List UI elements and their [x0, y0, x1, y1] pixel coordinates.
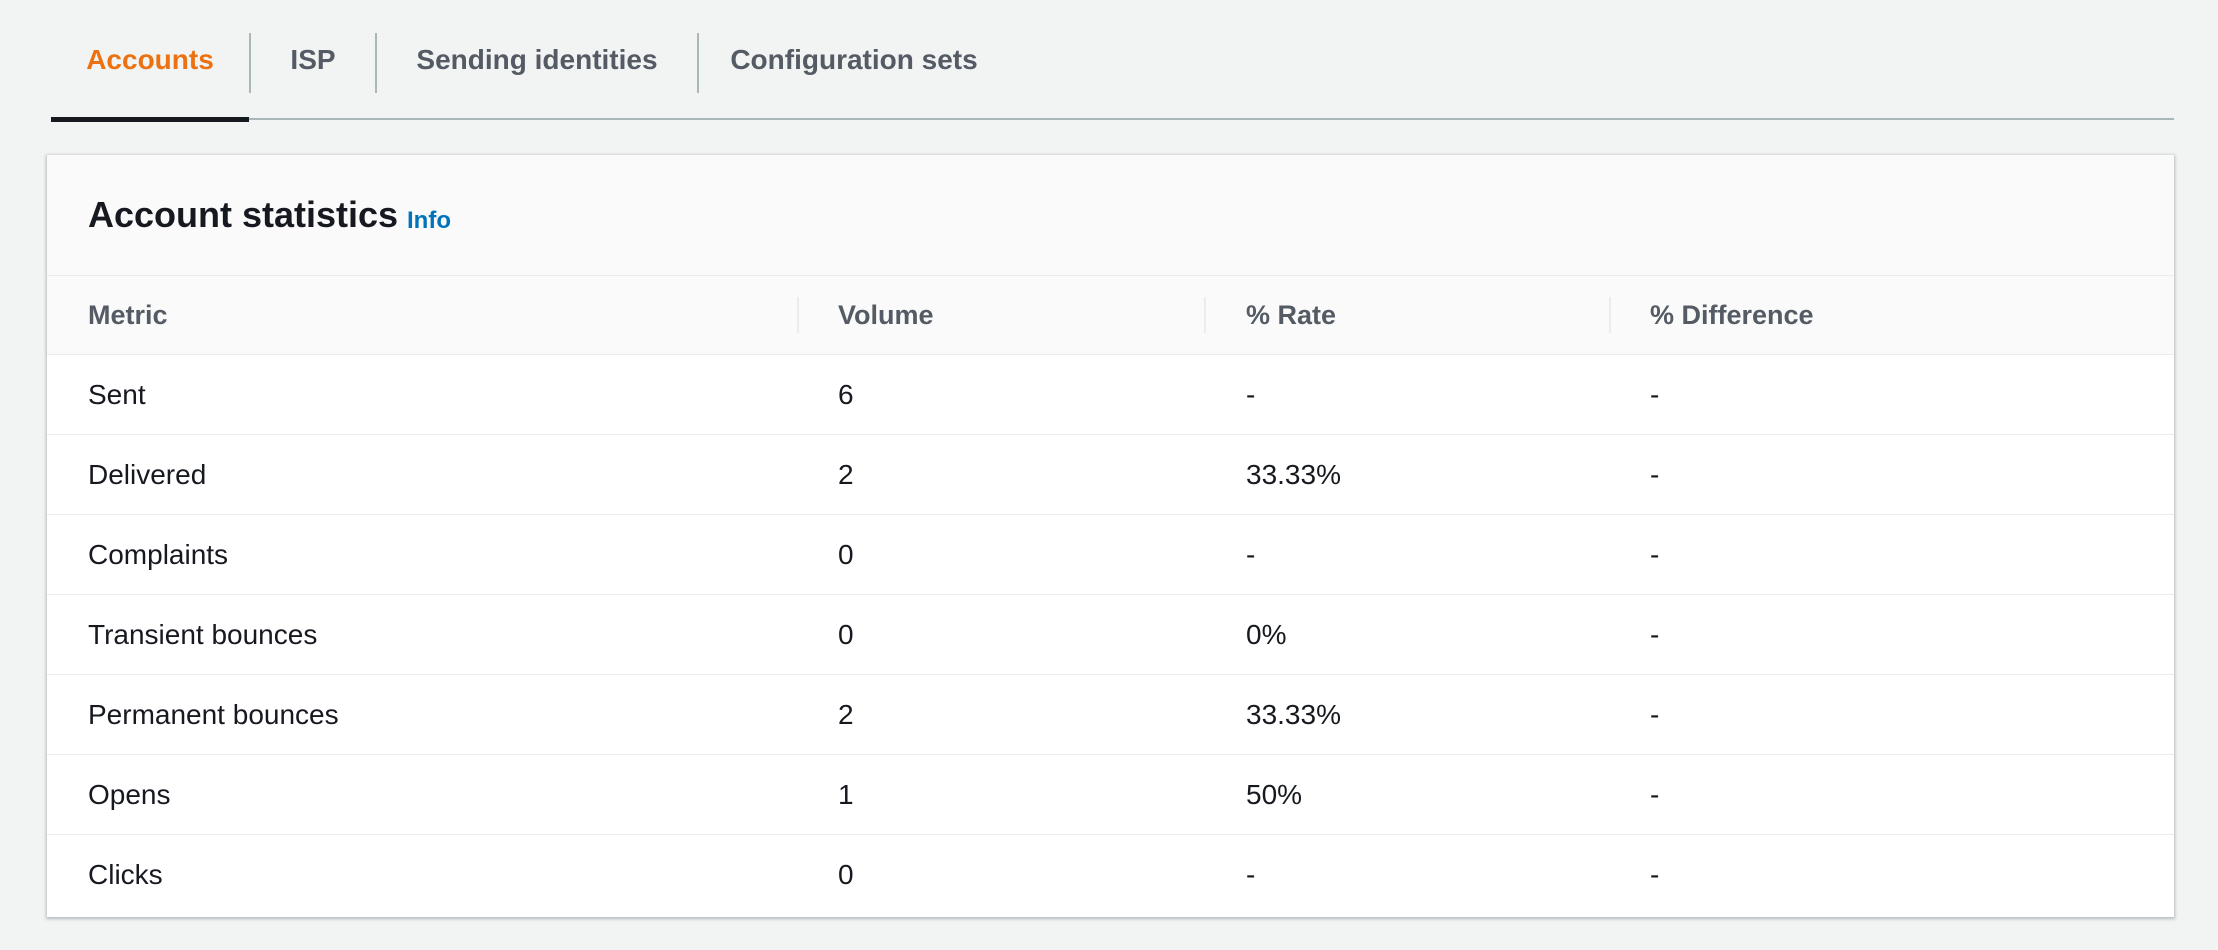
tab-divider — [249, 33, 251, 93]
difference-cell: - — [1650, 858, 1660, 890]
metric-cell: Transient bounces — [88, 618, 318, 650]
metric-cell: Delivered — [88, 458, 207, 490]
panel-header: Account statistics Info — [47, 155, 2174, 276]
tab-isp[interactable]: ISP — [290, 44, 336, 75]
volume-cell: 0 — [838, 538, 854, 570]
tab-configuration-sets[interactable]: Configuration sets — [730, 44, 978, 75]
volume-cell: 6 — [838, 378, 854, 410]
account-statistics-panel: Account statistics Info Metric Volume % … — [47, 155, 2174, 917]
column-header-difference: % Difference — [1650, 299, 1814, 330]
difference-cell: - — [1650, 378, 1660, 410]
tab-bar: Accounts ISP Sending identities Configur… — [51, 0, 2174, 122]
difference-cell: - — [1650, 538, 1660, 570]
column-divider[interactable] — [1609, 297, 1611, 333]
tab-divider — [375, 33, 377, 93]
table-row: Permanent bounces 2 33.33% - — [47, 675, 2174, 755]
column-header-metric: Metric — [88, 299, 168, 330]
table-row: Sent 6 - - — [47, 355, 2174, 435]
difference-cell: - — [1650, 698, 1660, 730]
info-link[interactable]: Info — [407, 207, 451, 234]
column-header-volume: Volume — [838, 299, 934, 330]
table-row: Clicks 0 - - — [47, 835, 2174, 915]
metric-cell: Clicks — [88, 858, 163, 890]
column-divider[interactable] — [797, 297, 799, 333]
volume-cell: 0 — [838, 858, 854, 890]
difference-cell: - — [1650, 618, 1660, 650]
table-row: Complaints 0 - - — [47, 515, 2174, 595]
rate-cell: - — [1246, 538, 1256, 570]
metric-cell: Opens — [88, 778, 171, 810]
metric-cell: Sent — [88, 378, 146, 410]
volume-cell: 1 — [838, 778, 854, 810]
column-header-rate: % Rate — [1246, 299, 1337, 330]
metric-cell: Complaints — [88, 538, 229, 570]
rate-cell: 33.33% — [1246, 458, 1341, 490]
table-row: Delivered 2 33.33% - — [47, 435, 2174, 515]
difference-cell: - — [1650, 778, 1660, 810]
rate-cell: - — [1246, 378, 1256, 410]
volume-cell: 2 — [838, 458, 854, 490]
difference-cell: - — [1650, 458, 1660, 490]
tab-divider — [697, 33, 699, 93]
volume-cell: 2 — [838, 698, 854, 730]
table-header: Metric Volume % Rate % Difference — [47, 276, 2174, 355]
rate-cell: 50% — [1246, 778, 1303, 810]
table-row: Transient bounces 0 0% - — [47, 595, 2174, 675]
metric-cell: Permanent bounces — [88, 698, 339, 730]
table-row: Opens 1 50% - — [47, 755, 2174, 835]
tab-accounts[interactable]: Accounts — [51, 0, 249, 122]
rate-cell: 33.33% — [1246, 698, 1341, 730]
panel-title: Account statistics — [88, 194, 399, 235]
tab-sending-identities[interactable]: Sending identities — [416, 44, 658, 75]
volume-cell: 0 — [838, 618, 854, 650]
rate-cell: - — [1246, 858, 1256, 890]
rate-cell: 0% — [1246, 618, 1287, 650]
column-divider[interactable] — [1204, 297, 1206, 333]
